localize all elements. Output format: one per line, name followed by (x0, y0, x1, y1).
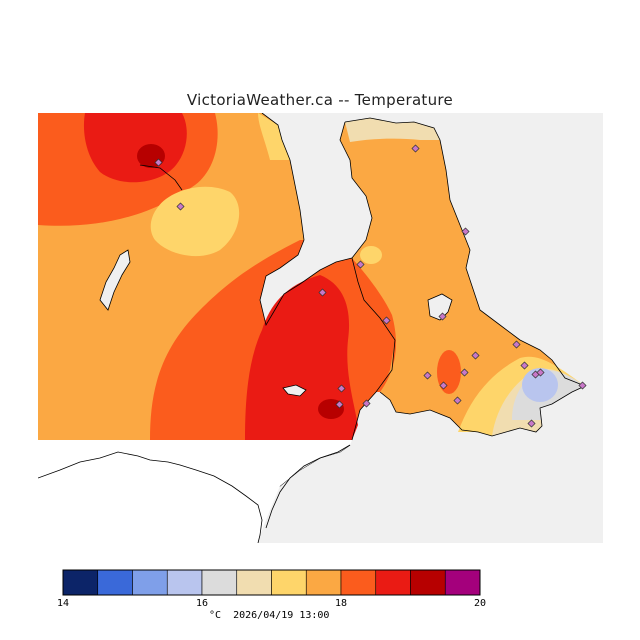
legend-swatch (62, 569, 99, 596)
legend-swatch (271, 569, 307, 596)
south-coast (38, 444, 351, 543)
contour-east-yellow-patch (360, 246, 382, 264)
west-landmass (38, 113, 395, 440)
legend-swatch (132, 569, 168, 596)
legend-tick-14: 14 (56, 598, 70, 609)
station-markers (154, 144, 587, 428)
map-title: VictoriaWeather.ca -- Temperature (186, 91, 454, 109)
legend-tick-20: 20 (473, 598, 487, 609)
legend-swatch (166, 569, 203, 596)
no-data-area (38, 440, 352, 543)
legend-swatch (444, 569, 481, 596)
contour-top-yellow (258, 113, 290, 160)
units-label: °C (209, 610, 222, 621)
legend-swatch (201, 569, 238, 596)
contour-cool-patch (150, 186, 240, 257)
legend-swatch (97, 569, 133, 596)
legend-swatch (375, 569, 411, 596)
contour-nw-18-5 (83, 113, 187, 183)
legend-swatch (236, 569, 272, 596)
legend-swatch (340, 569, 377, 596)
lakes (99, 249, 453, 397)
contour-se-blue (522, 368, 558, 402)
legend-tick-18: 18 (334, 598, 348, 609)
map-footer: °C 2026/04/19 13:00 (209, 610, 329, 621)
contour-east-18-0 (352, 258, 396, 392)
legend-swatch (410, 569, 446, 596)
contour-18-5 (245, 275, 358, 440)
timestamp: 2026/04/19 13:00 (233, 610, 330, 621)
contour-east-top (345, 118, 440, 142)
legend-tick-16: 16 (195, 598, 209, 609)
legend-swatch (305, 569, 342, 596)
